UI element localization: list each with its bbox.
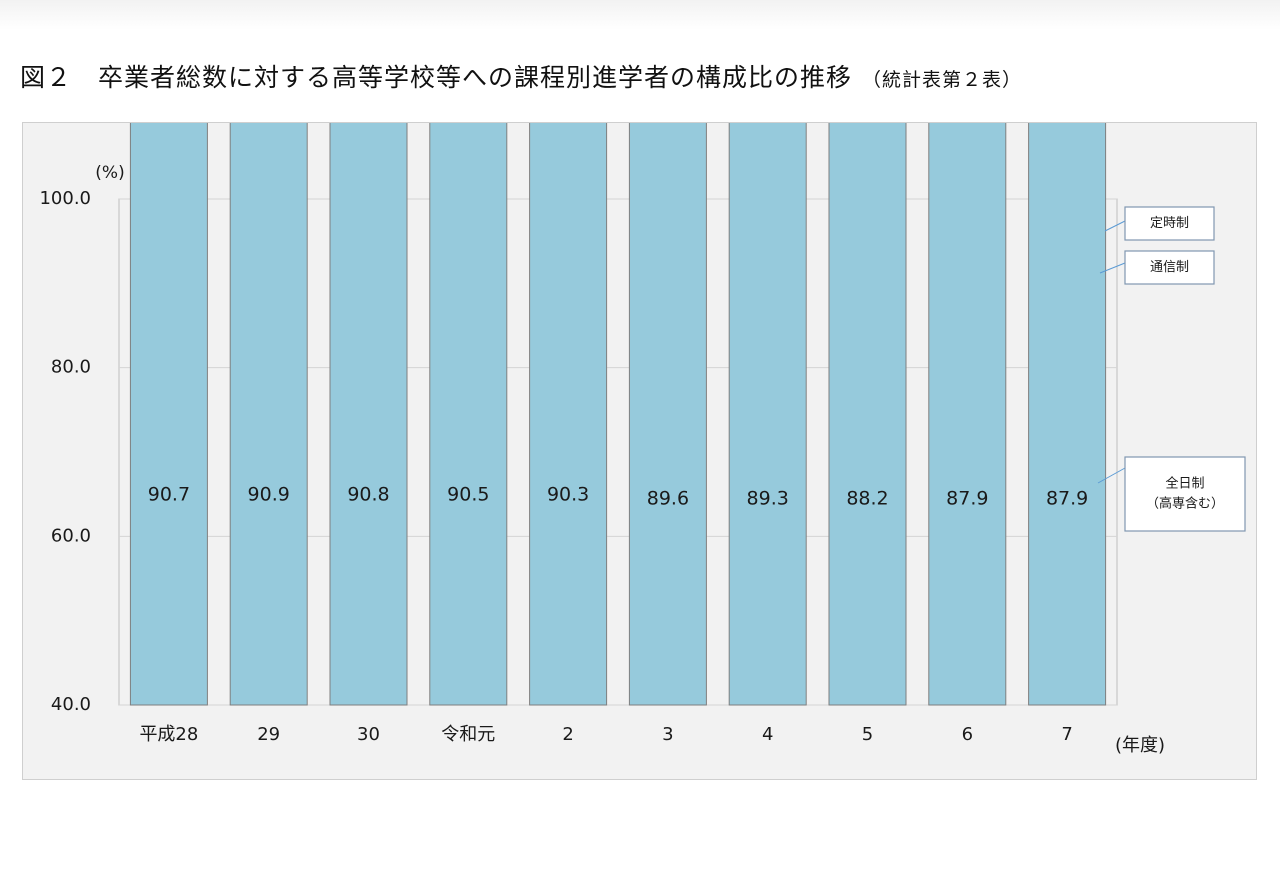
x-tick-label: 29: [257, 724, 280, 745]
legend-leader-line: [1099, 262, 1126, 274]
x-tick-label: 4: [762, 724, 773, 745]
stacked-bar-chart: 40.060.080.0100.0(%)(年度)90.73.62.9平成2890…: [39, 123, 1246, 756]
x-tick-label: 令和元: [441, 724, 495, 745]
bar-data-label: 90.9: [248, 484, 290, 506]
y-unit-label: (%): [95, 163, 124, 183]
page-top-shade: [0, 0, 1280, 30]
legend-leader-line: [1104, 220, 1126, 232]
bar-segment-fulltime: [129, 123, 208, 706]
x-tick-label: 平成28: [139, 724, 198, 745]
bar-data-label: 90.3: [547, 484, 589, 506]
x-unit-label: (年度): [1115, 735, 1165, 756]
x-tick-label: 2: [562, 724, 573, 745]
bar-data-label: 90.7: [148, 484, 190, 506]
bar-data-label: 87.9: [1046, 488, 1088, 510]
legend-label: （高専含む）: [1146, 496, 1224, 512]
bar-data-label: 88.2: [846, 488, 888, 510]
legend-leader-line: [1097, 467, 1126, 484]
bar-segment-fulltime: [728, 123, 807, 706]
bar-data-label: 90.8: [347, 484, 389, 506]
bar-segment-fulltime: [1028, 123, 1107, 706]
legend-box: [1124, 456, 1246, 532]
bar-segment-fulltime: [429, 123, 508, 706]
bar-segment-fulltime: [928, 123, 1007, 706]
bar-data-label: 89.6: [647, 488, 689, 510]
x-tick-label: 7: [1061, 724, 1072, 745]
bar-data-label: 87.9: [946, 488, 988, 510]
chart-frame: 40.060.080.0100.0(%)(年度)90.73.62.9平成2890…: [22, 122, 1257, 780]
y-tick-label: 40.0: [51, 694, 91, 715]
x-tick-label: 5: [862, 724, 873, 745]
figure-title: 図２ 卒業者総数に対する高等学校等への課程別進学者の構成比の推移 （統計表第２表）: [20, 58, 1022, 94]
bar-segment-fulltime: [329, 123, 408, 706]
legend-box: [1124, 250, 1215, 285]
figure-title-text: 卒業者総数に対する高等学校等への課程別進学者の構成比の推移: [98, 63, 853, 92]
figure-subtitle: （統計表第２表）: [862, 69, 1023, 91]
legend-label: 全日制: [1165, 476, 1204, 492]
bar-segment-fulltime: [828, 123, 907, 706]
y-tick-label: 80.0: [51, 357, 91, 378]
legend-label: 通信制: [1150, 260, 1189, 275]
bar-data-label: 90.5: [447, 484, 489, 506]
x-tick-label: 6: [962, 724, 973, 745]
x-tick-label: 3: [662, 724, 673, 745]
figure-number: 図２: [20, 63, 73, 92]
bar-data-label: 89.3: [747, 488, 789, 510]
x-tick-label: 30: [357, 724, 380, 745]
y-tick-label: 60.0: [51, 525, 91, 546]
bar-segment-fulltime: [229, 123, 308, 706]
bar-segment-fulltime: [628, 123, 707, 706]
bar-segment-fulltime: [529, 123, 608, 706]
y-tick-label: 100.0: [39, 188, 91, 209]
legend-box: [1124, 206, 1215, 241]
legend-label: 定時制: [1150, 216, 1189, 231]
